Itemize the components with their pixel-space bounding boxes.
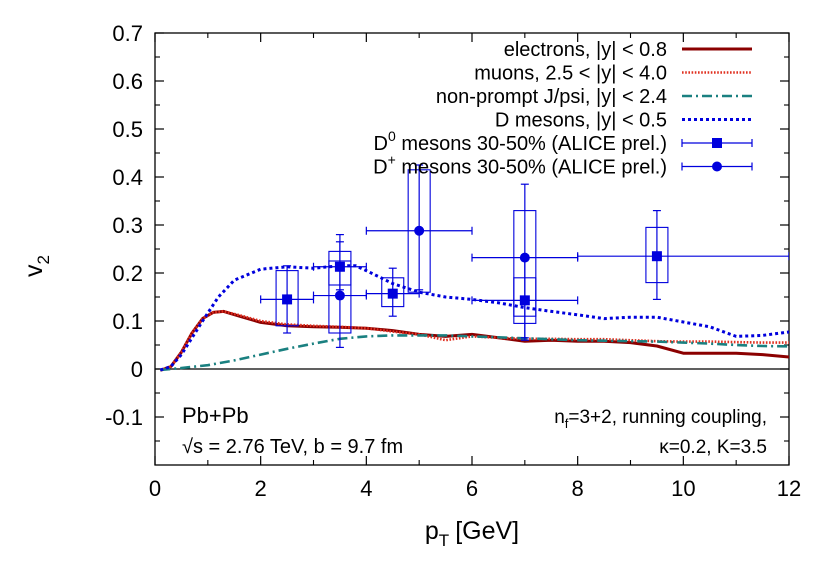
x-tick-label: 6 <box>466 476 478 501</box>
legend-entry: muons, 2.5 < |y| < 4.0 <box>474 63 752 85</box>
y-tick-label: 0.3 <box>112 213 143 238</box>
square-marker <box>651 251 662 262</box>
legend-label: D mesons, |y| < 0.5 <box>495 110 667 132</box>
x-tick-label: 12 <box>777 476 801 501</box>
alice-data-points <box>260 164 789 348</box>
legend-label: D+ mesons 30-50% (ALICE prel.) <box>373 152 667 179</box>
theory-curves <box>159 264 789 372</box>
y-tick-label: 0.7 <box>112 21 143 46</box>
curve-0 <box>159 309 789 372</box>
y-axis-label: v2 <box>20 255 53 277</box>
y-tick-label: 0 <box>131 357 143 382</box>
legend-label: electrons, |y| < 0.8 <box>504 39 667 61</box>
axis-ticks <box>154 32 790 465</box>
y-tick-label: 0.4 <box>112 165 143 190</box>
x-axis-label: pT [GeV] <box>425 517 519 550</box>
circle-marker <box>414 225 425 236</box>
params-label: κ=0.2, K=3.5 <box>659 437 767 458</box>
circle-marker <box>334 290 345 301</box>
model-label: nf=3+2, running coupling, <box>554 407 767 431</box>
legend-marker <box>712 161 722 172</box>
legend-label: D0 mesons 30-50% (ALICE prel.) <box>374 128 667 155</box>
dplus-point <box>471 183 579 339</box>
y-tick-label: 0.1 <box>112 309 143 334</box>
circle-marker <box>519 252 530 263</box>
y-tick-label: 0.5 <box>112 117 143 142</box>
x-tick-label: 8 <box>572 476 584 501</box>
legend-entry: electrons, |y| < 0.8 <box>504 39 752 61</box>
legend-entry: D mesons, |y| < 0.5 <box>495 110 752 132</box>
legend-entry: D+ mesons 30-50% (ALICE prel.) <box>373 152 753 179</box>
d0-point <box>365 267 420 317</box>
curve-2 <box>160 334 789 372</box>
y-tick-label: 0.6 <box>112 69 143 94</box>
square-marker <box>387 288 398 299</box>
tick-labels: 0 2 4 6 8 10 12 -0.1 0 0.1 0.2 0.3 0.4 0.5 0.6 0.7 <box>105 21 801 501</box>
x-tick-label: 2 <box>255 476 267 501</box>
legend-marker <box>712 138 722 148</box>
d0-point <box>577 210 789 300</box>
dplus-point <box>312 234 367 348</box>
legend-entry: non-prompt J/psi, |y| < 2.4 <box>436 86 752 108</box>
dplus-point <box>365 164 473 293</box>
legend-entry: D0 mesons 30-50% (ALICE prel.) <box>374 128 753 155</box>
d0-point <box>260 265 315 334</box>
x-tick-label: 10 <box>671 476 695 501</box>
x-tick-label: 0 <box>149 476 161 501</box>
x-tick-label: 4 <box>360 476 372 501</box>
system-label: Pb+Pb <box>182 403 249 428</box>
y-tick-label: -0.1 <box>105 405 143 430</box>
legend-label: muons, 2.5 < |y| < 4.0 <box>474 63 667 85</box>
y-tick-label: 0.2 <box>112 261 143 286</box>
square-marker <box>282 294 293 305</box>
energy-label: √s = 2.76 TeV, b = 9.7 fm <box>182 436 403 458</box>
legend-label: non-prompt J/psi, |y| < 2.4 <box>436 86 667 108</box>
curve-3 <box>159 264 789 372</box>
